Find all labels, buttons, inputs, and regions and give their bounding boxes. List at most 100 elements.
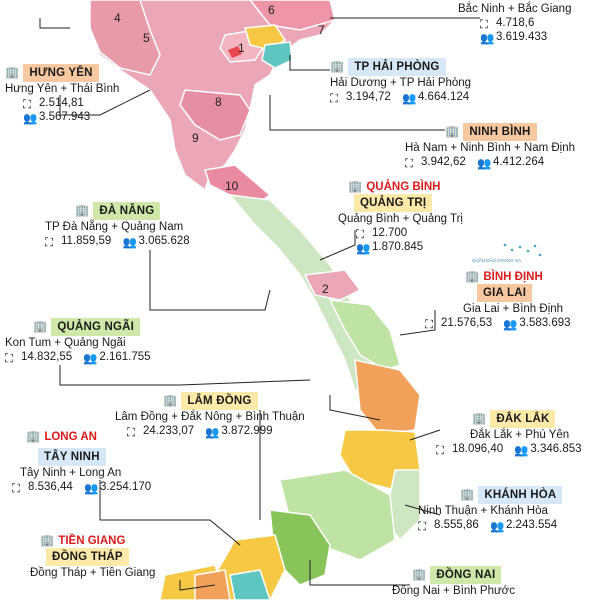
area-stat: ⛶ 3.194,72 bbox=[330, 91, 391, 105]
old-province-name: QUẢNG BÌNH bbox=[366, 181, 441, 194]
label-hai-phong: 🏢 TP HẢI PHÒNG Hải Dương + TP Hải Phòng ⛶… bbox=[330, 58, 477, 105]
people-icon: 👥 bbox=[83, 483, 99, 495]
area-icon: ⛶ bbox=[436, 444, 445, 457]
region-number-9: 9 bbox=[192, 131, 199, 145]
region-number-5: 5 bbox=[143, 31, 150, 45]
region-number-7: 7 bbox=[318, 23, 325, 37]
north-west-region bbox=[89, 0, 161, 76]
population-stat: 👥 2.161.755 bbox=[83, 351, 151, 365]
population-stat: 👥 3.567.943 bbox=[23, 111, 91, 125]
building-icon: 🏢 bbox=[460, 488, 475, 501]
area-icon: ⛶ bbox=[23, 98, 32, 111]
building-icon: 🏢 bbox=[330, 60, 345, 73]
label-dong-thap: 🏢 TIỀN GIANG ĐỒNG THÁP Đồng Tháp + Tiền G… bbox=[30, 534, 155, 580]
merged-text: Đắk Lắk + Phú Yên bbox=[470, 429, 570, 441]
area-icon: ⛶ bbox=[356, 229, 365, 241]
label-ninh-binh: 🏢 NINH BÌNH Hà Nam + Ninh Bình + Nam Định… bbox=[405, 123, 576, 170]
building-icon: 🏢 bbox=[5, 66, 20, 79]
province-tag: GIA LAI bbox=[477, 284, 533, 303]
label-dak-lak: 🏢 ĐẮK LẮK Đắk Lắk + Phú Yên ⛶ 18.096,40 👥 3… bbox=[436, 410, 590, 457]
area-stat: ⛶ 4.718,6 bbox=[480, 17, 535, 31]
province-tag: ĐẮK LẮK bbox=[490, 410, 556, 428]
area-icon: ⛶ bbox=[12, 483, 21, 495]
red-islet bbox=[228, 46, 242, 58]
south-teal-area bbox=[229, 569, 271, 600]
area-stat: ⛶ 21.576,53 bbox=[425, 317, 493, 331]
building-icon: 🏢 bbox=[33, 320, 48, 333]
region-2-area bbox=[303, 269, 362, 301]
population-stat: 👥 3.065.628 bbox=[122, 235, 190, 249]
label-lam-dong: 🏢 LÂM ĐỒNG Lâm Đồng + Đắk Nông + Bình Thu… bbox=[115, 392, 305, 439]
label-hung-yen: 🏢 HƯNG YÊN Hưng Yên + Thái Bình ⛶ 2.514,81… bbox=[5, 64, 120, 125]
area-stat: ⛶ 2.514,81 bbox=[23, 97, 84, 111]
merged-text: Đồng Nai + Bình Phước bbox=[392, 585, 515, 597]
province-tag: ĐÀ NẴNG bbox=[93, 202, 161, 220]
region-number-8: 8 bbox=[215, 95, 222, 109]
area-icon: ⛶ bbox=[45, 236, 54, 249]
area-stat: ⛶ 14.832,55 bbox=[5, 351, 73, 365]
merged-text: Quảng Bình + Quảng Trị bbox=[338, 213, 463, 226]
area-icon: ⛶ bbox=[5, 352, 14, 365]
hoang-sa-islands bbox=[503, 243, 542, 257]
merged-text: Tây Ninh + Long An bbox=[20, 467, 122, 480]
region-number-6: 6 bbox=[268, 3, 275, 17]
province-tag: QUẢNG NGÃI bbox=[51, 318, 141, 336]
people-icon: 👥 bbox=[476, 157, 492, 170]
area-stat: ⛶ 24.233,07 bbox=[127, 425, 195, 439]
people-icon: 👥 bbox=[514, 444, 529, 457]
area-stat: ⛶ 8.536,44 bbox=[12, 481, 73, 495]
population-stat: 👥 3.254.170 bbox=[83, 481, 152, 495]
province-tag: KHÁNH HÒA bbox=[478, 486, 563, 504]
label-da-nang: 🏢 ĐÀ NẴNG TP Đà Nẵng + Quảng Nam ⛶ 11.859,… bbox=[45, 202, 198, 249]
people-icon: 👥 bbox=[122, 236, 137, 249]
region-6-area bbox=[249, 0, 336, 31]
building-icon: 🏢 bbox=[26, 431, 41, 443]
area-stat: ⛶ 11.859,59 bbox=[45, 235, 112, 249]
population-stat: 👥 3.583.693 bbox=[503, 317, 571, 331]
region-number-1: 1 bbox=[238, 41, 245, 55]
merged-text: Kon Tum + Quảng Ngãi bbox=[5, 337, 126, 349]
area-icon: ⛶ bbox=[330, 92, 339, 105]
area-icon: ⛶ bbox=[480, 18, 489, 31]
merged-text: Hải Dương + TP Hải Phòng bbox=[330, 77, 472, 89]
building-icon: 🏢 bbox=[465, 271, 480, 283]
merged-text: Hà Nam + Ninh Bình + Nam Định bbox=[405, 142, 576, 154]
region-number-4: 4 bbox=[114, 11, 121, 25]
people-icon: 👥 bbox=[489, 520, 505, 533]
teal-north bbox=[261, 41, 293, 69]
people-icon: 👥 bbox=[356, 243, 371, 255]
people-icon: 👥 bbox=[480, 32, 495, 45]
population-stat: 👥 4.412.264 bbox=[476, 156, 545, 170]
population-stat: 👥 1.870.845 bbox=[356, 241, 424, 255]
building-icon: 🏢 bbox=[348, 181, 363, 193]
province-tag: TP HẢI PHÒNG bbox=[348, 58, 446, 76]
province-tag: ĐỒNG NAI bbox=[430, 566, 502, 584]
people-icon: 👥 bbox=[503, 319, 518, 331]
area-stat: ⛶ 8.555,86 bbox=[418, 519, 479, 533]
central-highlands bbox=[328, 299, 401, 371]
building-icon: 🏢 bbox=[40, 535, 55, 547]
islands-note: QUẦN ĐẢO HOÀNG SA bbox=[472, 257, 521, 263]
area-icon: ⛶ bbox=[425, 319, 434, 331]
leader-lines bbox=[39, 17, 480, 591]
building-icon: 🏢 bbox=[412, 568, 427, 581]
label-quang-tri: 🏢 QUẢNG BÌNH QUẢNG TRỊ Quảng Bình + Quảng… bbox=[338, 180, 463, 255]
province-tag: ĐỒNG THÁP bbox=[46, 548, 129, 567]
building-icon: 🏢 bbox=[163, 394, 178, 407]
population-stat: 👥 3.619.433 bbox=[480, 31, 548, 45]
population-stat: 👥 3.872.999 bbox=[205, 425, 273, 439]
label-khanh-hoa: 🏢 KHÁNH HÒA Ninh Thuận + Khánh Hòa ⛶ 8.555… bbox=[418, 486, 565, 533]
area-stat: ⛶ 18.096,40 bbox=[436, 443, 504, 457]
merged-text: Đồng Tháp + Tiền Giang bbox=[30, 567, 156, 580]
label-dong-nai: 🏢 ĐỒNG NAI Đồng Nai + Bình Phước bbox=[392, 566, 515, 598]
merged-text: Hưng Yên + Thái Bình bbox=[5, 83, 120, 95]
old-province-name: BÌNH ĐỊNH bbox=[483, 271, 543, 284]
old-province-name: TIỀN GIANG bbox=[58, 535, 126, 548]
population-stat: 👥 2.243.554 bbox=[489, 519, 558, 533]
people-icon: 👥 bbox=[401, 92, 417, 105]
area-stat: ⛶ 3.942,62 bbox=[405, 156, 466, 170]
label-quang-ngai: 🏢 QUẢNG NGÃI Kon Tum + Quảng Ngãi ⛶ 14.832… bbox=[5, 318, 159, 365]
merged-text: Ninh Thuận + Khánh Hòa bbox=[418, 505, 548, 517]
building-icon: 🏢 bbox=[445, 125, 460, 138]
